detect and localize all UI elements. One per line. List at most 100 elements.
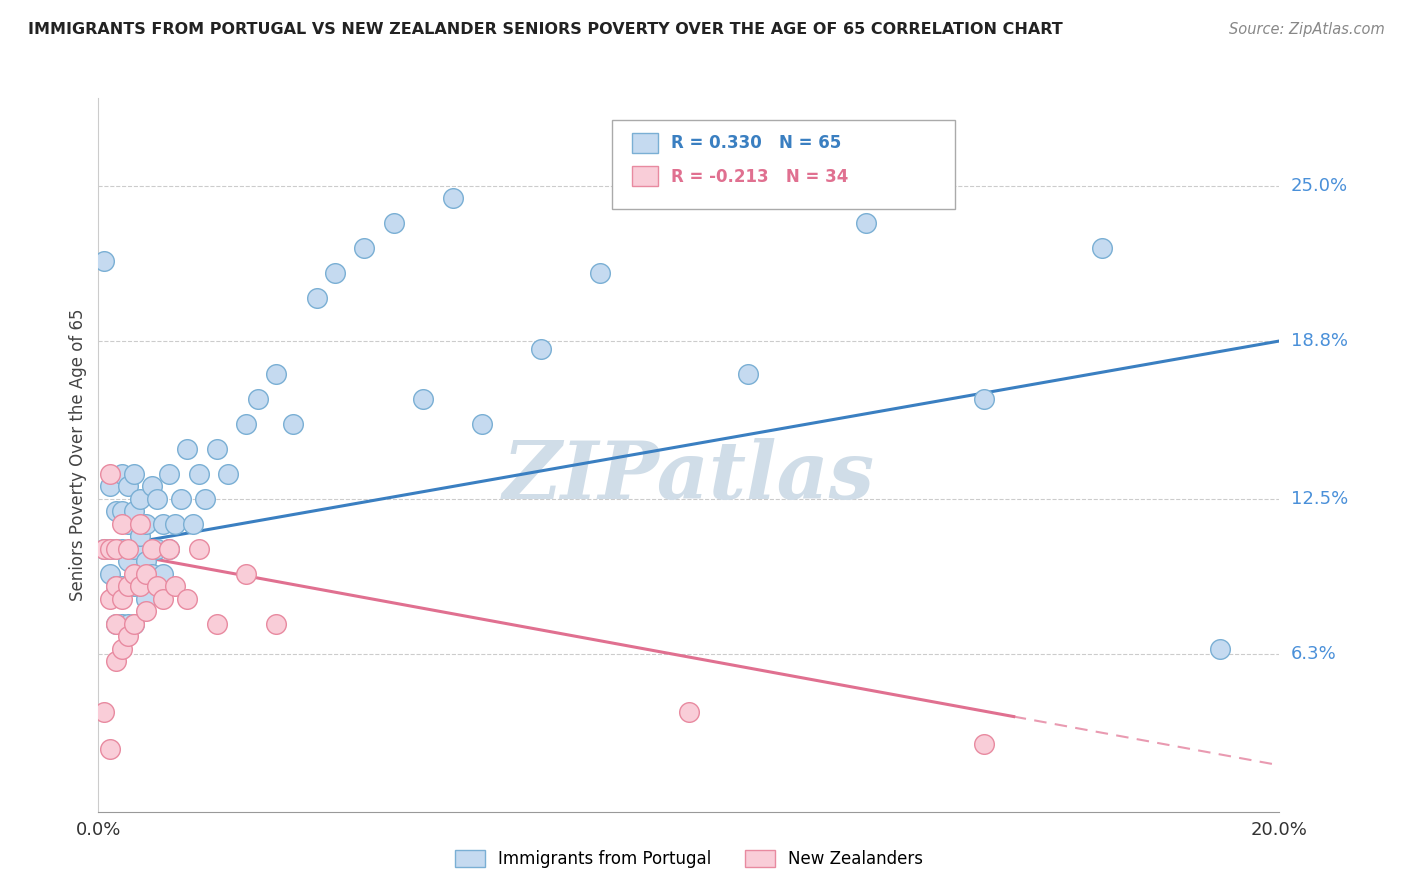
Point (305, 292, 328, 306)
Point (264, 616, 287, 631)
Point (111, 516, 134, 531)
Point (146, 579, 169, 593)
Point (181, 516, 204, 531)
Point (246, 392, 269, 406)
Point (678, 705, 700, 719)
Point (141, 566, 163, 581)
Legend: Immigrants from Portugal, New Zealanders: Immigrants from Portugal, New Zealanders (449, 843, 929, 875)
Point (105, 579, 128, 593)
Point (441, 191, 464, 205)
Point (105, 541, 128, 556)
Point (217, 467, 239, 481)
Point (93, 541, 115, 556)
Point (973, 737, 995, 751)
Point (105, 579, 128, 593)
Point (128, 529, 150, 543)
Point (152, 566, 174, 581)
Point (111, 591, 134, 606)
Text: 25.0%: 25.0% (1291, 177, 1348, 194)
Point (530, 342, 553, 356)
Point (135, 604, 157, 618)
Point (157, 541, 180, 556)
Point (128, 579, 150, 593)
Text: ZIPatlas: ZIPatlas (503, 438, 875, 515)
Point (152, 516, 174, 531)
Point (122, 616, 145, 631)
Point (323, 266, 346, 280)
Point (111, 504, 134, 518)
Point (648, 128, 671, 143)
Point (117, 516, 139, 531)
Point (105, 616, 128, 631)
Text: 12.5%: 12.5% (1291, 490, 1348, 508)
Point (128, 566, 150, 581)
Point (187, 467, 209, 481)
Point (93, 705, 115, 719)
Point (117, 479, 139, 493)
Point (128, 516, 150, 531)
Point (264, 367, 287, 381)
Point (117, 630, 139, 644)
Point (98, 541, 121, 556)
Point (353, 241, 375, 255)
Point (194, 491, 217, 506)
Point (855, 216, 877, 230)
Point (128, 491, 150, 506)
Point (176, 442, 198, 456)
Point (135, 591, 157, 606)
Point (122, 504, 145, 518)
Point (157, 467, 180, 481)
Point (170, 491, 193, 506)
Point (205, 442, 228, 456)
Point (117, 616, 139, 631)
Point (111, 467, 134, 481)
Point (105, 655, 128, 669)
Point (187, 541, 209, 556)
Point (737, 367, 759, 381)
Point (165, 516, 187, 531)
Point (146, 541, 169, 556)
Point (93, 541, 115, 556)
Point (117, 554, 139, 568)
Text: Source: ZipAtlas.com: Source: ZipAtlas.com (1229, 22, 1385, 37)
Point (157, 541, 180, 556)
Point (382, 216, 405, 230)
Point (146, 491, 169, 506)
Point (471, 417, 494, 431)
Point (135, 554, 157, 568)
Point (122, 467, 145, 481)
Point (1209, 642, 1232, 657)
FancyBboxPatch shape (633, 133, 658, 153)
Y-axis label: Seniors Poverty Over the Age of 65: Seniors Poverty Over the Age of 65 (69, 309, 87, 601)
Point (105, 541, 128, 556)
Point (283, 417, 305, 431)
Point (122, 579, 145, 593)
FancyBboxPatch shape (612, 120, 955, 209)
Point (205, 616, 228, 631)
Point (122, 566, 145, 581)
Point (98, 541, 121, 556)
Point (117, 579, 139, 593)
Point (122, 541, 145, 556)
Text: R = 0.330   N = 65: R = 0.330 N = 65 (671, 134, 841, 152)
Point (105, 616, 128, 631)
Point (105, 504, 128, 518)
Point (135, 516, 157, 531)
Point (111, 616, 134, 631)
Point (122, 616, 145, 631)
Text: IMMIGRANTS FROM PORTUGAL VS NEW ZEALANDER SENIORS POVERTY OVER THE AGE OF 65 COR: IMMIGRANTS FROM PORTUGAL VS NEW ZEALANDE… (28, 22, 1063, 37)
Point (973, 392, 995, 406)
Text: 18.8%: 18.8% (1291, 332, 1347, 350)
Point (176, 591, 198, 606)
Point (111, 579, 134, 593)
Point (117, 541, 139, 556)
Point (98, 566, 121, 581)
Point (98, 467, 121, 481)
Point (165, 579, 187, 593)
Point (1091, 241, 1114, 255)
Point (235, 566, 257, 581)
Point (111, 541, 134, 556)
Point (98, 591, 121, 606)
Point (93, 253, 115, 268)
Point (141, 479, 163, 493)
